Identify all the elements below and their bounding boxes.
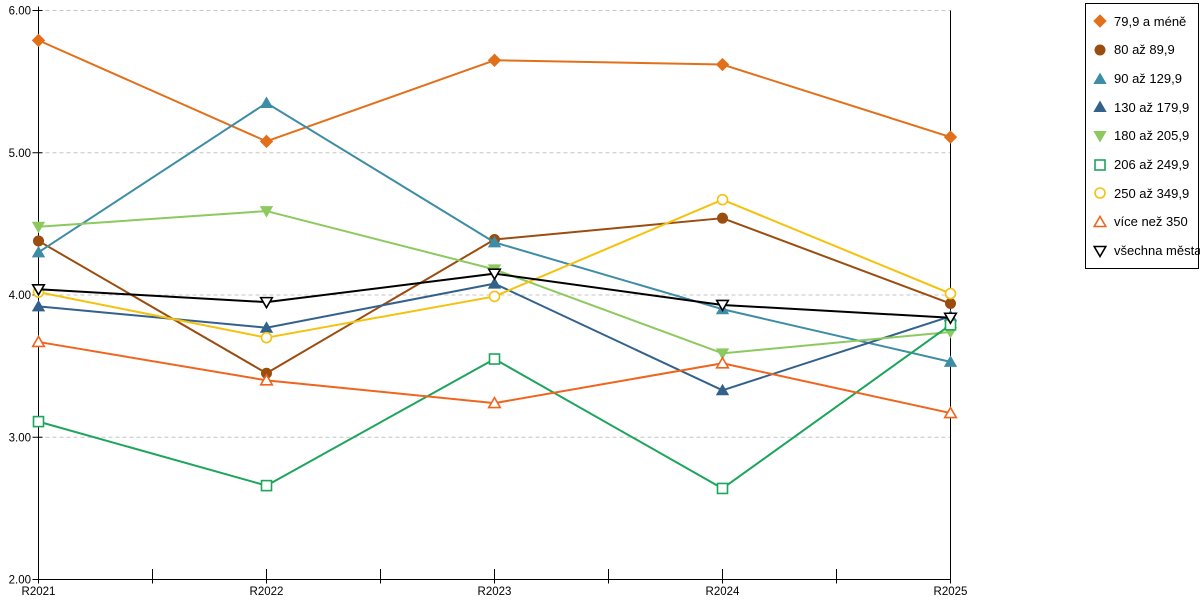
x-axis-label: R2021 [22, 586, 56, 598]
legend-marker-icon [1093, 72, 1107, 84]
marker-circle-open [260, 331, 273, 344]
marker-triangle-down-solid [259, 206, 274, 218]
legend-item-label: 180 až 205,9 [1114, 128, 1190, 144]
marker-triangle-down-open [943, 312, 958, 325]
x-axis-label: R2023 [478, 586, 512, 598]
marker-square-open [260, 479, 273, 492]
legend: 79,9 a méně 80 až 89,9 90 až 129,9 130 až 1… [1085, 3, 1200, 269]
marker-circle-solid [1094, 44, 1106, 56]
x-axis-label: R2024 [706, 586, 740, 598]
series-90-a-129-9 [31, 96, 958, 367]
series-250-a-349-9 [32, 193, 957, 344]
legend-item: 80 až 89,9 [1093, 43, 1198, 57]
marker-circle-solid [33, 235, 44, 247]
legend-marker-icon [1093, 130, 1107, 143]
legend-item: 206 až 249,9 [1093, 158, 1198, 172]
y-axis-label: 6.00 [9, 6, 31, 18]
marker-triangle-up-solid [487, 277, 502, 289]
marker-square-open [716, 482, 729, 495]
legend-marker-icon [1093, 245, 1107, 258]
marker-triangle-down-solid [31, 221, 46, 234]
marker-diamond-solid [943, 130, 958, 144]
legend-item: 180 až 205,9 [1093, 129, 1198, 143]
marker-diamond-solid [31, 33, 46, 48]
marker-triangle-down-open [1093, 245, 1107, 258]
marker-triangle-up-open [31, 334, 46, 348]
legend-item-label: 130 až 179,9 [1114, 99, 1190, 115]
marker-triangle-up-solid [31, 245, 46, 258]
marker-diamond-solid [259, 134, 274, 149]
marker-triangle-up-open [1093, 214, 1107, 228]
marker-triangle-down-open [259, 296, 274, 310]
marker-diamond-solid [715, 57, 730, 72]
x-axis-label: R2025 [934, 586, 968, 598]
legend-item: 90 až 129,9 [1093, 72, 1198, 86]
marker-circle-open [1094, 187, 1106, 200]
marker-circle-open [716, 193, 729, 206]
x-axis-label: R2022 [250, 586, 284, 598]
legend-marker-icon [1094, 187, 1106, 200]
marker-triangle-up-solid [715, 383, 730, 396]
legend-item: 130 až 179,9 [1093, 100, 1198, 114]
marker-triangle-up-solid [1093, 100, 1107, 113]
legend-item: všechna města [1093, 243, 1200, 259]
legend-item: 250 až 349,9 [1093, 186, 1198, 200]
marker-diamond-solid [1093, 14, 1107, 29]
marker-triangle-down-solid [1093, 130, 1107, 143]
series-v-echna-m-sta [31, 268, 958, 325]
legend-item-label: 79,9 a méně [1114, 13, 1187, 29]
marker-triangle-up-open [259, 373, 274, 386]
marker-circle-open [488, 290, 501, 303]
marker-triangle-down-open [31, 284, 46, 297]
marker-square-open [488, 353, 501, 365]
y-axis-label: 5.00 [9, 148, 31, 160]
legend-item-label: 250 až 349,9 [1114, 185, 1190, 201]
marker-triangle-up-open [487, 396, 502, 409]
marker-triangle-down-open [487, 268, 502, 281]
y-axis-label: 2.00 [9, 575, 31, 587]
y-axis-label: 4.00 [9, 290, 31, 302]
marker-triangle-up-open [715, 356, 730, 369]
legend-item-label: 80 až 89,9 [1114, 42, 1175, 58]
marker-diamond-solid [487, 53, 502, 67]
marker-circle-solid [945, 298, 956, 310]
legend-item-label: všechna města [1114, 243, 1200, 259]
marker-circle-open [944, 287, 957, 300]
legend-marker-icon [1094, 158, 1106, 171]
marker-square-open [32, 415, 45, 428]
series-v-ce-ne-350 [31, 334, 958, 419]
marker-triangle-up-open [943, 405, 958, 419]
legend-marker-icon [1093, 100, 1107, 113]
marker-triangle-up-solid [943, 355, 958, 367]
marker-triangle-down-solid [715, 348, 730, 360]
marker-triangle-up-solid [31, 299, 46, 312]
legend-marker-icon [1093, 14, 1107, 29]
series-79-9-a-m-n- [31, 33, 958, 149]
legend-item-label: 90 až 129,9 [1114, 71, 1182, 87]
legend-item-label: 206 až 249,9 [1114, 157, 1190, 173]
marker-triangle-down-open [715, 299, 730, 313]
marker-circle-solid [717, 212, 728, 224]
series-206-a-249-9 [32, 319, 957, 495]
legend-marker-icon [1094, 44, 1106, 56]
legend-item: 79,9 a méně [1093, 13, 1198, 29]
marker-square-open [1094, 158, 1106, 171]
legend-item-label: více než 350 [1114, 214, 1188, 230]
y-axis-label: 3.00 [9, 432, 31, 444]
marker-triangle-up-solid [259, 96, 274, 108]
legend-item: více než 350 [1093, 214, 1198, 230]
legend-marker-icon [1093, 214, 1107, 228]
marker-triangle-up-solid [1093, 72, 1107, 84]
series-line [37, 101, 952, 363]
marker-triangle-up-solid [487, 235, 502, 248]
